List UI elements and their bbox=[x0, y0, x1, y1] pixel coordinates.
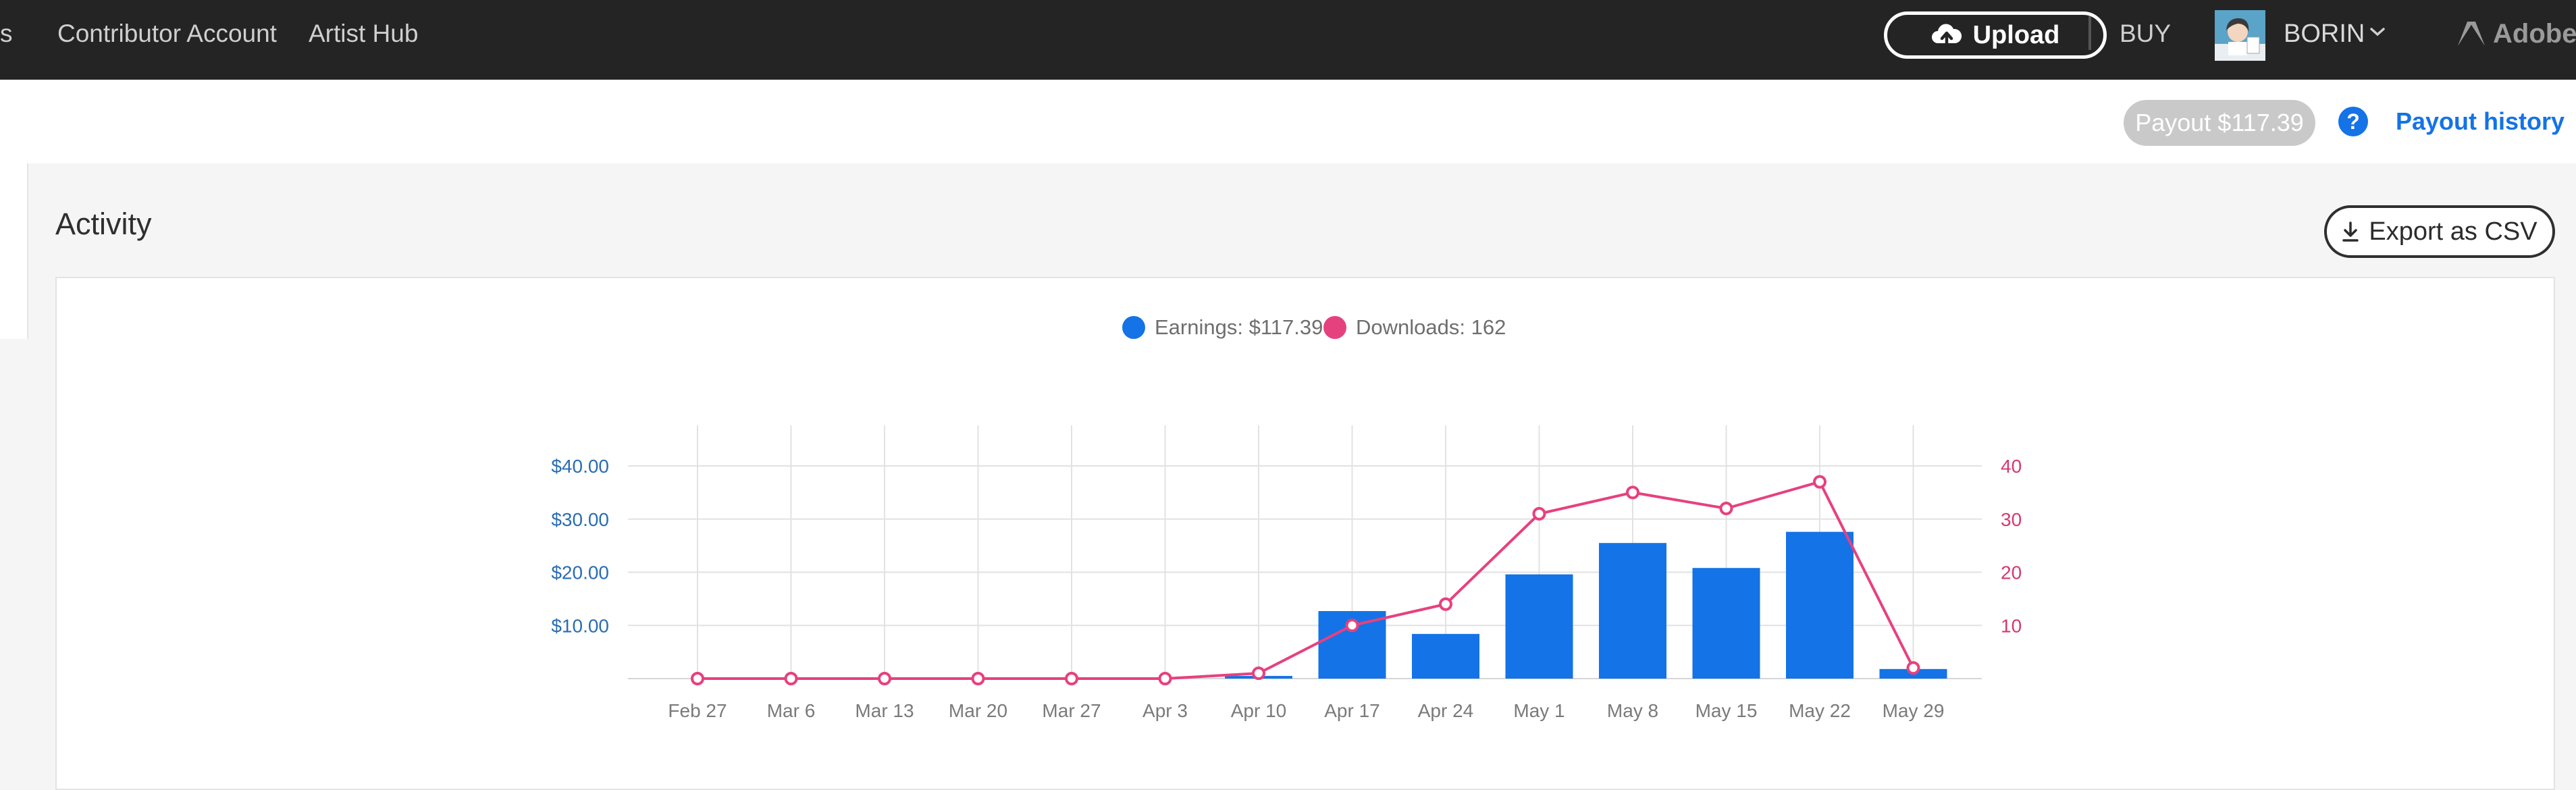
upload-button[interactable]: Upload bbox=[1884, 11, 2107, 59]
legend-dot-downloads bbox=[1323, 316, 1346, 339]
y-right-tick-label: 40 bbox=[2001, 456, 2022, 477]
legend-label-earnings: Earnings: $117.39 bbox=[1155, 315, 1323, 339]
downloads-point bbox=[784, 672, 798, 685]
downloads-point bbox=[1065, 672, 1078, 685]
activity-title: Activity bbox=[55, 207, 152, 241]
earnings-bar bbox=[1505, 574, 1573, 679]
x-tick-label: May 8 bbox=[1607, 700, 1658, 721]
x-tick-label: May 1 bbox=[1513, 700, 1565, 721]
download-icon bbox=[2342, 221, 2359, 242]
avatar[interactable] bbox=[2215, 10, 2265, 61]
cloud-upload-icon bbox=[1931, 24, 1962, 47]
downloads-point bbox=[1719, 502, 1733, 515]
downloads-point bbox=[1813, 475, 1826, 489]
earnings-bar bbox=[1599, 543, 1666, 679]
nav-divider bbox=[2088, 16, 2091, 50]
chevron-down-icon[interactable] bbox=[2369, 26, 2386, 38]
downloads-point bbox=[1532, 506, 1546, 521]
brand-name: Adobe bbox=[2493, 19, 2576, 49]
downloads-point bbox=[1906, 661, 1920, 675]
nav-link-artist-hub[interactable]: Artist Hub bbox=[309, 20, 419, 47]
adobe-icon bbox=[2458, 22, 2485, 46]
earnings-bar bbox=[1692, 568, 1760, 679]
downloads-point bbox=[1626, 485, 1639, 500]
adobe-logo[interactable]: Adobe bbox=[2458, 0, 2576, 68]
x-tick-label: May 22 bbox=[1789, 700, 1851, 721]
buy-link[interactable]: BUY bbox=[2120, 20, 2172, 47]
downloads-point bbox=[878, 672, 891, 685]
x-tick-label: Apr 10 bbox=[1231, 700, 1287, 721]
export-label: Export as CSV bbox=[2369, 217, 2538, 246]
upload-label: Upload bbox=[1972, 20, 2060, 49]
downloads-point bbox=[1158, 672, 1172, 685]
payout-history-link[interactable]: Payout history bbox=[2396, 107, 2565, 135]
y-left-tick-label: $30.00 bbox=[551, 509, 609, 530]
y-left-tick-label: $10.00 bbox=[551, 615, 609, 636]
left-sidebar-edge bbox=[0, 163, 28, 339]
downloads-point bbox=[971, 672, 985, 685]
x-tick-label: Feb 27 bbox=[668, 700, 727, 721]
x-tick-label: Mar 13 bbox=[855, 700, 914, 721]
x-tick-label: Mar 20 bbox=[949, 700, 1007, 721]
payout-button[interactable]: Payout $117.39 bbox=[2124, 100, 2315, 146]
y-right-tick-label: 10 bbox=[2001, 615, 2022, 636]
earnings-bar bbox=[1412, 633, 1479, 679]
x-tick-label: Mar 27 bbox=[1042, 700, 1101, 721]
activity-chart: $10.00 $20.00 $30.00 $40.00 10 20 30 40 Feb 27 Ma… bbox=[551, 425, 2022, 721]
legend-dot-earnings bbox=[1122, 316, 1145, 339]
downloads-point bbox=[1345, 618, 1359, 633]
legend-item-downloads[interactable]: Downloads: 162 bbox=[1323, 315, 1506, 340]
nav-link-truncated[interactable]: s bbox=[0, 20, 13, 47]
y-left-tick-label: $40.00 bbox=[551, 456, 609, 477]
x-tick-label: Apr 17 bbox=[1324, 700, 1380, 721]
username[interactable]: BORIN bbox=[2284, 20, 2365, 48]
downloads-point bbox=[1252, 666, 1265, 681]
downloads-point bbox=[1439, 597, 1452, 611]
x-tick-label: Mar 6 bbox=[767, 700, 816, 721]
y-left-tick-label: $20.00 bbox=[551, 562, 609, 583]
legend-item-earnings[interactable]: Earnings: $117.39 bbox=[1122, 315, 1323, 340]
nav-link-contributor-account[interactable]: Contributor Account bbox=[57, 20, 277, 47]
x-tick-label: May 15 bbox=[1696, 700, 1758, 721]
help-icon[interactable]: ? bbox=[2338, 107, 2368, 136]
legend-label-downloads: Downloads: 162 bbox=[1356, 315, 1506, 339]
export-csv-button[interactable]: Export as CSV bbox=[2324, 205, 2555, 258]
chart-panel bbox=[55, 277, 2555, 790]
earnings-bar bbox=[1786, 531, 1854, 679]
avatar-image bbox=[2215, 10, 2265, 61]
downloads-point bbox=[691, 672, 704, 685]
x-tick-label: May 29 bbox=[1883, 700, 1945, 721]
y-right-tick-label: 30 bbox=[2001, 509, 2022, 530]
downloads-line bbox=[698, 480, 1915, 680]
x-tick-label: Apr 24 bbox=[1418, 700, 1474, 721]
y-right-tick-label: 20 bbox=[2001, 562, 2022, 583]
x-tick-label: Apr 3 bbox=[1142, 700, 1188, 721]
top-nav: s Contributor Account Artist Hub Upload … bbox=[0, 0, 2576, 80]
